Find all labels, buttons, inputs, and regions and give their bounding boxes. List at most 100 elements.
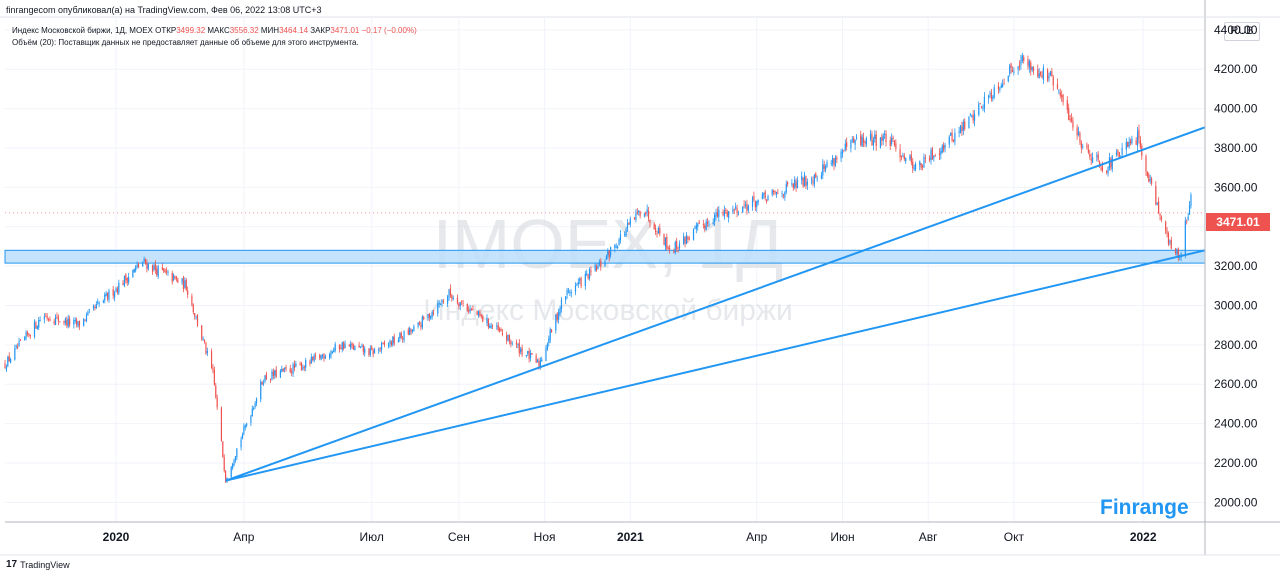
candle-body	[794, 179, 796, 188]
candle-body	[146, 263, 148, 270]
candle-body	[1146, 171, 1148, 176]
tradingview-footer[interactable]: 17 TradingView	[6, 559, 70, 570]
candle-body	[816, 178, 818, 180]
trendline[interactable]	[225, 249, 1206, 482]
candle-body	[25, 332, 27, 338]
candle-body	[733, 209, 735, 211]
candle-body	[624, 234, 626, 236]
candle-body	[515, 342, 518, 345]
candle-body	[920, 163, 922, 168]
candle-body	[510, 340, 512, 344]
candle-body	[39, 319, 41, 321]
candle-body	[921, 166, 924, 168]
candle-body	[181, 278, 183, 283]
candle-body	[777, 192, 779, 194]
candle-body	[732, 209, 734, 212]
candle-body	[833, 158, 835, 166]
candle-body	[418, 322, 421, 325]
y-tick-label: 4000.00	[1214, 102, 1258, 116]
currency-button[interactable]: RUB	[1224, 22, 1260, 41]
candle-body	[663, 234, 665, 245]
candle-body	[1072, 120, 1074, 128]
candle-body	[1000, 85, 1002, 88]
candle-body	[952, 140, 955, 141]
candle-body	[78, 320, 81, 327]
candle-body	[1136, 131, 1139, 146]
candle-body	[1159, 213, 1161, 216]
candle-body	[114, 292, 116, 298]
candle-body	[763, 193, 765, 195]
candle-body	[413, 326, 415, 332]
candle-body	[712, 222, 714, 224]
candle-body	[220, 407, 222, 442]
candle-body	[393, 336, 395, 344]
candle-body	[962, 121, 964, 131]
candle-body	[489, 325, 491, 329]
legend-low-value: 3464.14	[279, 26, 309, 35]
legend-open-value: 3499.32	[176, 26, 206, 35]
candle-body	[102, 300, 104, 303]
candle-body	[203, 340, 206, 343]
candle-body	[177, 279, 179, 283]
candle-body	[792, 184, 794, 189]
candle-body	[688, 238, 690, 240]
candle-body	[757, 199, 759, 203]
candle-body	[951, 132, 953, 141]
candle-body	[930, 150, 932, 161]
candle-body	[392, 336, 394, 345]
candle-body	[948, 136, 950, 145]
trendlines[interactable]	[225, 126, 1206, 482]
candle-body	[378, 349, 380, 351]
candle-body	[761, 194, 763, 199]
candle-body	[441, 299, 443, 303]
candle-body	[909, 155, 911, 160]
candle-body	[74, 320, 76, 322]
candle-body	[97, 302, 99, 304]
candle-body	[348, 345, 350, 347]
candle-body	[265, 374, 267, 380]
candle-body	[507, 334, 509, 341]
y-tick-label: 2000.00	[1214, 495, 1258, 509]
candle-body	[743, 204, 745, 206]
candle-body	[157, 266, 159, 277]
candle-body	[912, 161, 914, 169]
candle-body	[643, 214, 645, 216]
candle-body	[1079, 133, 1081, 143]
candle-body	[171, 272, 173, 282]
candle-body	[1017, 66, 1019, 70]
x-tick-label: Июл	[360, 530, 384, 544]
candle-body	[421, 316, 423, 328]
candle-body	[253, 407, 255, 410]
candle-body	[310, 357, 312, 364]
candle-body	[8, 355, 10, 362]
candle-body	[92, 306, 95, 309]
candle-body	[125, 274, 127, 280]
candle-body	[428, 313, 430, 318]
candle-body	[46, 316, 48, 319]
candle-body	[692, 228, 695, 240]
candle-body	[619, 234, 622, 241]
candle-body	[477, 311, 480, 316]
candle-body	[161, 267, 163, 270]
candle-body	[1068, 108, 1070, 120]
candle-body	[674, 242, 676, 253]
candle-body	[1070, 118, 1073, 121]
candle-body	[1066, 100, 1068, 110]
y-tick-label: 2200.00	[1214, 456, 1258, 470]
candle-body	[529, 352, 532, 358]
candle-body	[133, 268, 135, 272]
candle-body	[684, 237, 686, 244]
candle-body	[1188, 205, 1191, 215]
trendline[interactable]	[225, 126, 1206, 482]
candle-body	[1051, 71, 1053, 77]
candle-body	[136, 264, 138, 267]
candle-body	[919, 161, 921, 166]
candle-body	[826, 162, 828, 167]
candle-body	[272, 371, 274, 376]
candle-body	[323, 353, 325, 359]
candle-body	[24, 337, 26, 340]
x-tick-label: Июн	[830, 530, 854, 544]
candle-body	[905, 157, 907, 162]
candle-body	[746, 203, 748, 211]
